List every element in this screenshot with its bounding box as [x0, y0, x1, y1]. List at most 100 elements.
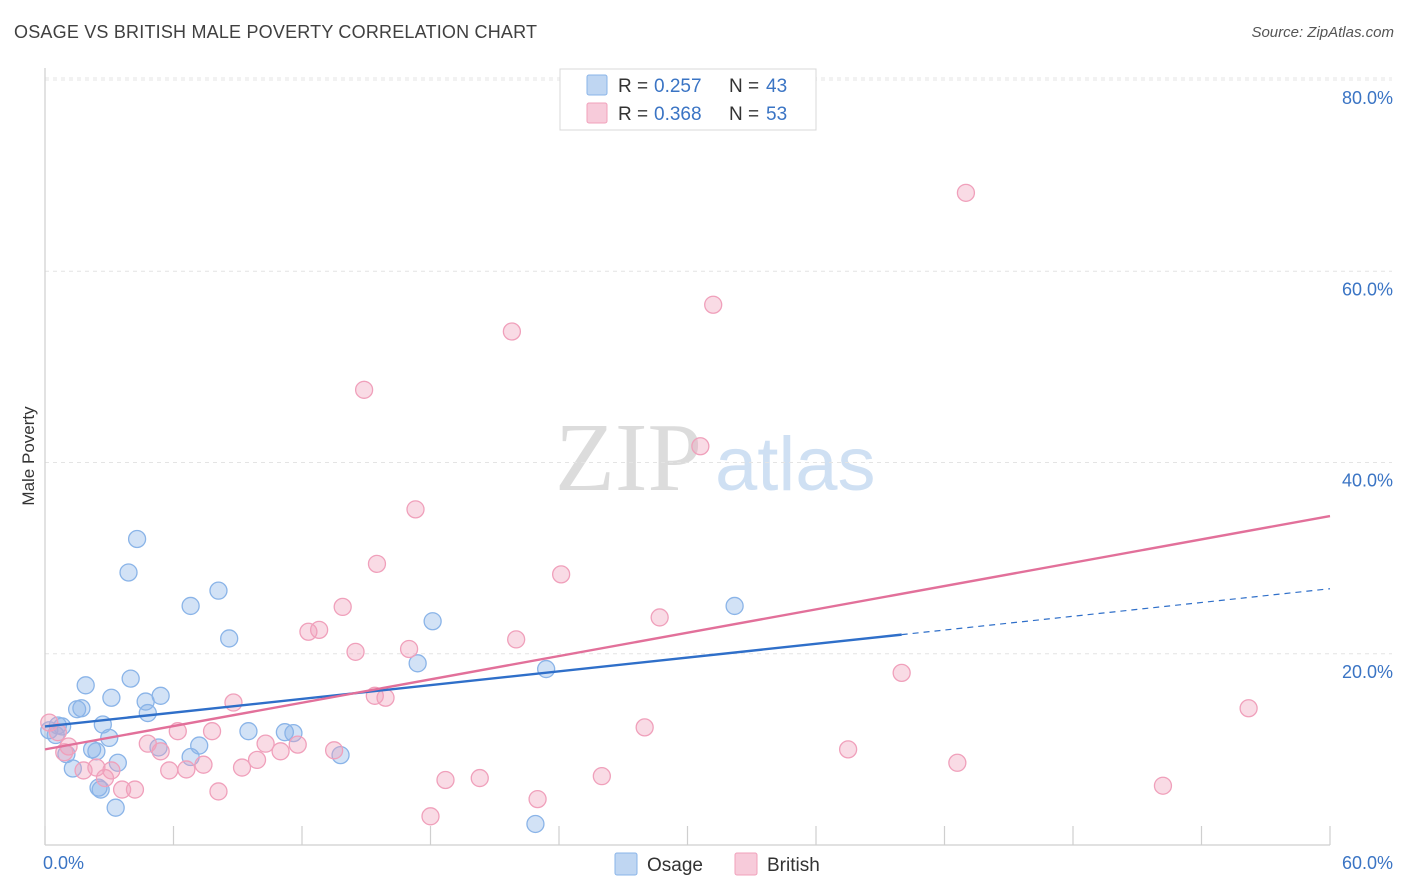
osage-series-swatch [614, 852, 638, 876]
osage-point-35 [423, 612, 442, 631]
british-point-52 [1239, 699, 1258, 718]
british-point-7 [102, 761, 121, 780]
british-point-16 [202, 722, 222, 741]
stats-legend: R = 0.257 N = 43 R = 0.368 N = 53 [559, 68, 817, 131]
british-point-34 [406, 500, 425, 519]
osage-point-22 [138, 703, 157, 723]
y-tick-label-0: 20.0% [1342, 662, 1393, 682]
osage-point-24 [151, 686, 170, 705]
british-point-37 [470, 768, 489, 788]
y-tick-label-2: 60.0% [1342, 279, 1393, 299]
british-point-41 [551, 565, 571, 584]
tick-labels: 20.0% 40.0% 60.0% 80.0% 0.0% 60.0% [43, 88, 1393, 873]
british-point-22 [271, 742, 290, 761]
british-point-48 [892, 663, 911, 683]
osage-trend-extension [901, 588, 1331, 636]
british-series-swatch [734, 852, 758, 876]
osage-point-15 [102, 688, 121, 707]
osage-point-12 [91, 780, 110, 799]
british-point-1 [48, 723, 67, 742]
osage-point-34 [408, 654, 427, 673]
osage-point-8 [76, 676, 95, 695]
osage-point-29 [220, 629, 239, 648]
watermark-zip: ZIP [555, 404, 702, 512]
british-point-18 [224, 693, 243, 712]
osage-point-20 [127, 529, 147, 549]
osage-point-19 [121, 669, 140, 688]
british-point-12 [160, 761, 179, 780]
british-n-label: N = [729, 104, 759, 125]
osage-point-27 [190, 736, 209, 755]
osage-r-value: 0.257 [654, 76, 702, 97]
british-r-label: R = [618, 104, 648, 125]
gridlines [45, 77, 1392, 655]
british-r-value: 0.368 [654, 104, 702, 125]
british-point-9 [125, 780, 145, 799]
british-point-50 [948, 753, 967, 772]
british-point-32 [367, 554, 387, 574]
british-point-49 [956, 183, 976, 202]
osage-n-value: 43 [766, 76, 787, 97]
data-points [40, 183, 1258, 834]
british-point-36 [436, 770, 455, 790]
osage-point-7 [72, 699, 91, 718]
british-legend-swatch [586, 102, 608, 124]
british-point-25 [309, 620, 329, 639]
watermark-atlas: atlas [715, 422, 876, 507]
british-point-35 [421, 807, 440, 826]
trend-lines [44, 514, 1331, 751]
british-point-33 [399, 639, 419, 659]
british-point-51 [1153, 776, 1173, 795]
source-label: Source: ZipAtlas.com [1251, 24, 1394, 41]
british-point-27 [333, 597, 352, 617]
osage-n-label: N = [729, 76, 759, 97]
osage-point-36 [526, 814, 545, 834]
chart-title: OSAGE VS BRITISH MALE POVERTY CORRELATIO… [14, 22, 538, 42]
osage-trend-line [44, 633, 902, 728]
british-point-31 [376, 688, 395, 707]
british-point-19 [232, 758, 252, 777]
osage-point-16 [106, 798, 125, 817]
y-axis-label: Male Poverty [19, 406, 38, 506]
osage-point-28 [209, 581, 228, 600]
british-point-17 [209, 782, 228, 801]
british-point-47 [838, 740, 858, 759]
y-tick-label-3: 80.0% [1342, 88, 1393, 108]
osage-point-10 [87, 742, 106, 761]
osage-legend-swatch [586, 74, 608, 96]
british-series-label: British [767, 855, 820, 876]
osage-r-label: R = [618, 76, 648, 97]
british-point-43 [635, 718, 654, 737]
british-point-46 [704, 295, 723, 314]
british-point-44 [650, 608, 669, 627]
british-point-15 [194, 755, 213, 774]
british-point-45 [691, 437, 710, 456]
british-point-11 [151, 742, 170, 761]
british-point-14 [177, 760, 196, 779]
british-point-28 [346, 642, 365, 661]
x-tick-label-right: 60.0% [1342, 853, 1393, 873]
british-point-20 [247, 750, 267, 770]
british-point-29 [354, 380, 374, 399]
british-point-38 [502, 322, 522, 341]
osage-point-37 [537, 659, 556, 679]
british-trend-line [44, 514, 1331, 751]
osage-point-25 [181, 596, 200, 616]
british-point-39 [507, 630, 526, 649]
british-point-8 [112, 780, 132, 799]
british-point-23 [288, 735, 307, 754]
osage-point-32 [284, 723, 303, 743]
osage-point-38 [725, 596, 744, 616]
osage-series-label: Osage [647, 855, 703, 876]
osage-point-18 [119, 563, 138, 582]
x-tick-label-left: 0.0% [43, 853, 84, 873]
osage-point-30 [239, 722, 258, 741]
british-point-21 [256, 734, 275, 753]
y-tick-label-1: 40.0% [1342, 471, 1393, 491]
british-point-26 [324, 741, 344, 760]
series-legend: Osage British [614, 852, 820, 876]
british-point-42 [592, 767, 611, 786]
british-point-40 [528, 789, 547, 809]
british-n-value: 53 [766, 104, 787, 125]
